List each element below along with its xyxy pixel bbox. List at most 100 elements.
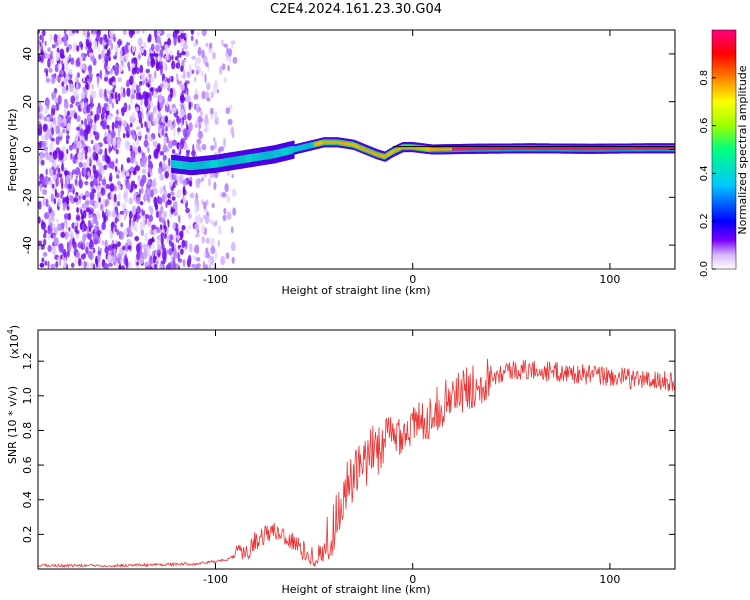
noise-blob bbox=[84, 152, 88, 160]
noise-blob bbox=[212, 137, 216, 142]
noise-blob bbox=[148, 259, 151, 269]
noise-blob bbox=[85, 90, 89, 97]
noise-blob bbox=[186, 123, 189, 130]
noise-blob bbox=[197, 56, 201, 65]
noise-blob bbox=[168, 157, 171, 167]
noise-blob bbox=[142, 243, 147, 251]
noise-blob bbox=[62, 202, 68, 208]
noise-blob bbox=[154, 203, 159, 211]
noise-blob bbox=[169, 191, 175, 196]
noise-blob bbox=[222, 214, 227, 222]
noise-blob bbox=[90, 139, 94, 145]
noise-blob bbox=[129, 122, 133, 128]
noise-blob bbox=[195, 178, 201, 189]
noise-blob bbox=[163, 247, 167, 257]
noise-blob bbox=[173, 200, 178, 210]
noise-blob bbox=[53, 159, 57, 170]
noise-blob bbox=[148, 214, 153, 222]
noise-blob bbox=[159, 61, 163, 66]
noise-blob bbox=[104, 88, 107, 98]
noise-blob bbox=[47, 260, 50, 269]
noise-blob bbox=[116, 174, 120, 179]
noise-blob bbox=[131, 63, 136, 68]
noise-blob bbox=[195, 65, 201, 71]
noise-blob bbox=[116, 138, 121, 149]
noise-blob bbox=[208, 258, 212, 266]
noise-blob bbox=[197, 31, 200, 37]
noise-blob bbox=[50, 193, 55, 203]
noise-blob bbox=[87, 219, 92, 229]
noise-blob bbox=[42, 123, 48, 132]
noise-blob bbox=[79, 55, 83, 64]
noise-blob bbox=[139, 157, 145, 168]
noise-blob bbox=[210, 145, 215, 151]
y-tick-label: 0.2 bbox=[21, 526, 34, 544]
noise-blob bbox=[201, 90, 206, 100]
noise-blob bbox=[92, 30, 98, 34]
noise-blob bbox=[143, 139, 149, 148]
noise-blob bbox=[220, 255, 226, 266]
noise-blob bbox=[72, 238, 75, 247]
noise-blob bbox=[70, 95, 76, 104]
noise-blob bbox=[180, 104, 185, 111]
noise-blob bbox=[115, 148, 119, 155]
noise-blob bbox=[96, 159, 101, 167]
noise-blob bbox=[51, 215, 55, 223]
noise-blob bbox=[164, 171, 169, 179]
noise-blob bbox=[92, 263, 96, 269]
noise-blob bbox=[125, 260, 129, 269]
noise-blob bbox=[161, 186, 164, 193]
noise-blob bbox=[125, 171, 130, 177]
noise-blob bbox=[180, 248, 184, 255]
noise-blob bbox=[157, 210, 162, 220]
noise-blob bbox=[45, 198, 49, 208]
noise-blob bbox=[105, 184, 111, 189]
noise-blob bbox=[62, 128, 66, 134]
noise-blob bbox=[171, 242, 175, 252]
noise-blob bbox=[129, 75, 134, 86]
noise-blob bbox=[169, 88, 174, 93]
noise-blob bbox=[187, 112, 192, 121]
noise-blob bbox=[217, 225, 222, 235]
noise-blob bbox=[110, 136, 113, 145]
noise-blob bbox=[58, 173, 63, 178]
noise-blob bbox=[67, 183, 72, 190]
noise-blob bbox=[92, 247, 96, 254]
noise-blob bbox=[226, 211, 232, 220]
noise-blob bbox=[101, 106, 107, 114]
noise-blob bbox=[88, 241, 94, 250]
noise-blob bbox=[128, 210, 133, 220]
snr-ylabel: SNR (10 * v/v) bbox=[6, 386, 19, 464]
noise-blob bbox=[158, 93, 163, 104]
noise-blob bbox=[157, 30, 162, 35]
noise-blob bbox=[138, 188, 142, 197]
noise-blob bbox=[194, 76, 197, 83]
noise-blob bbox=[171, 149, 176, 154]
noise-blob bbox=[66, 75, 70, 81]
noise-blob bbox=[92, 178, 98, 186]
noise-blob bbox=[137, 132, 142, 137]
noise-blob bbox=[205, 199, 209, 206]
x-tick-label: -100 bbox=[203, 573, 228, 586]
noise-blob bbox=[223, 137, 226, 148]
noise-blob bbox=[41, 221, 46, 230]
noise-blob bbox=[172, 174, 177, 180]
noise-blob bbox=[46, 78, 50, 83]
noise-blob bbox=[138, 84, 141, 94]
noise-blob bbox=[68, 68, 73, 75]
noise-blob bbox=[134, 191, 137, 200]
y-tick-label: -40 bbox=[21, 236, 34, 254]
noise-blob bbox=[144, 121, 147, 128]
noise-blob bbox=[57, 63, 61, 69]
noise-blob bbox=[223, 207, 227, 215]
noise-blob bbox=[101, 186, 104, 195]
noise-blob bbox=[168, 140, 173, 149]
noise-blob bbox=[66, 241, 69, 251]
noise-blob bbox=[211, 202, 215, 209]
y-tick-label: -20 bbox=[21, 188, 34, 206]
noise-blob bbox=[191, 263, 196, 268]
noise-blob bbox=[103, 62, 108, 70]
noise-blob bbox=[47, 177, 51, 182]
colorbar-gradient bbox=[711, 29, 737, 270]
noise-blob bbox=[44, 149, 48, 158]
